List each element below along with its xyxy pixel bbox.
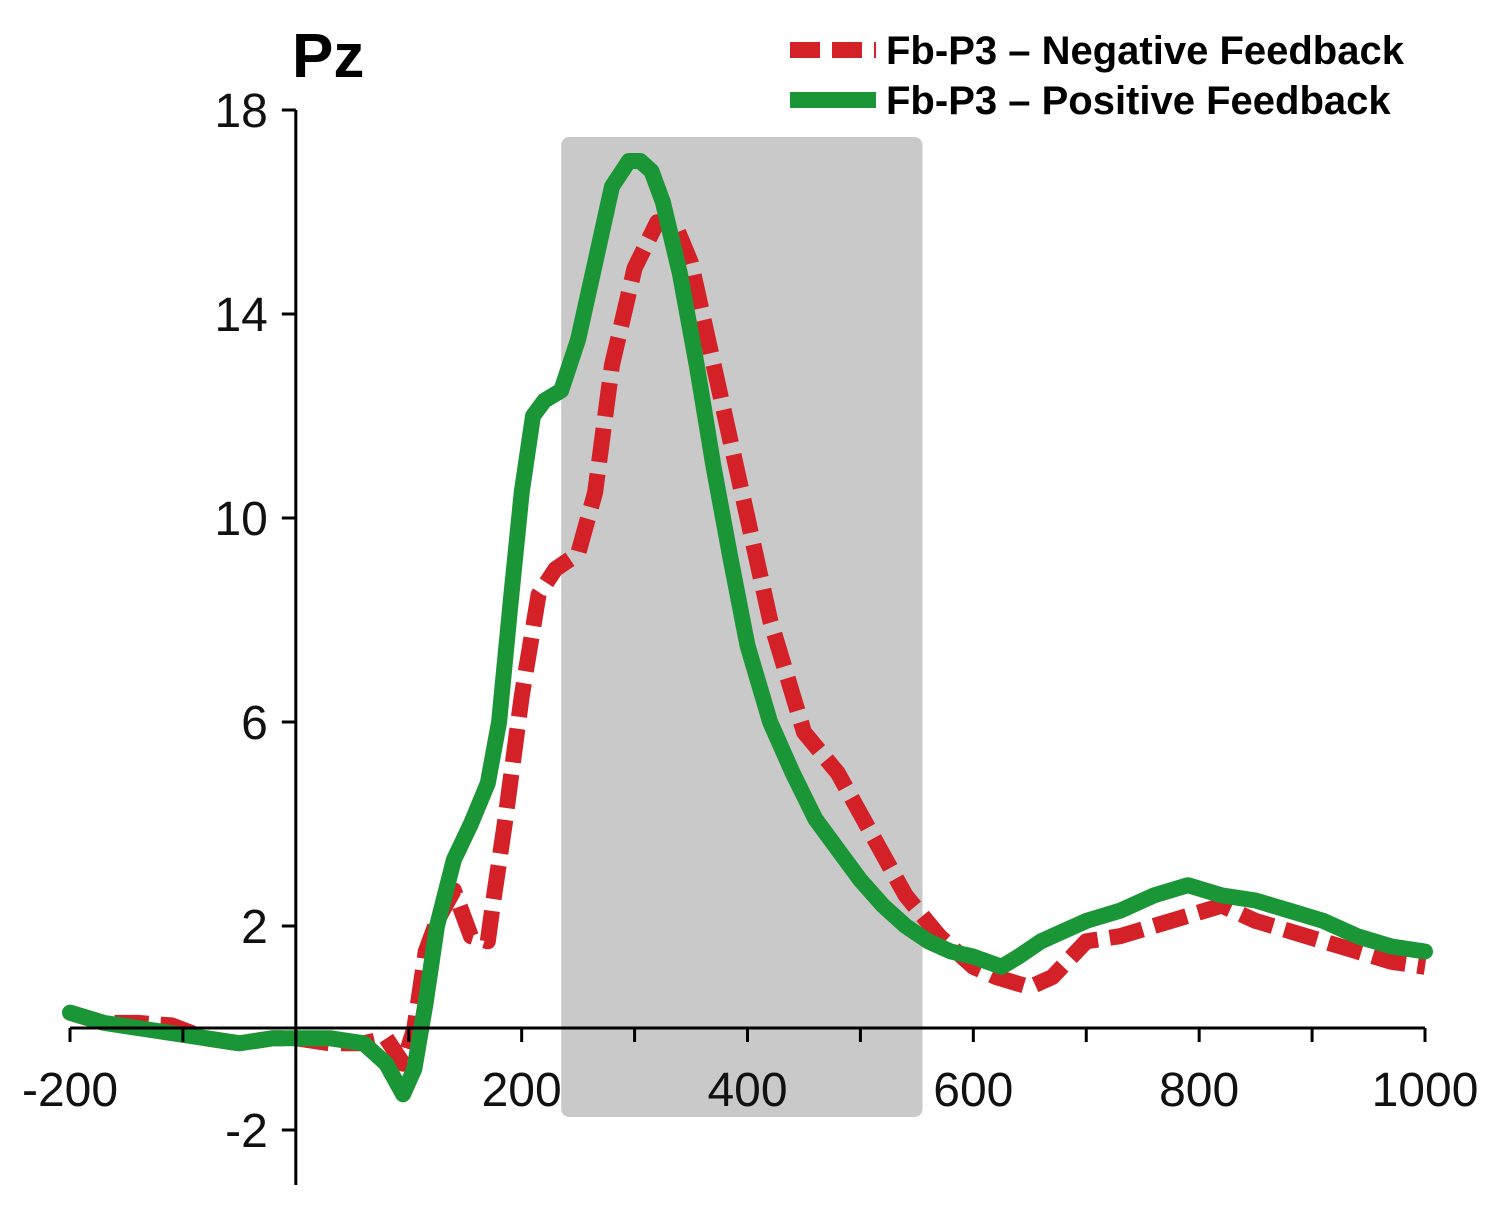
y-tick-label: 14 — [214, 289, 267, 342]
x-tick-label: 400 — [707, 1064, 787, 1117]
legend: Fb-P3 – Negative Feedback Fb-P3 – Positi… — [790, 29, 1405, 123]
x-tick-label: 600 — [933, 1064, 1013, 1117]
y-tick-label: -2 — [225, 1105, 268, 1158]
y-tick-label: 6 — [241, 697, 268, 750]
legend-label-negative: Fb-P3 – Negative Feedback — [886, 29, 1405, 73]
legend-label-positive: Fb-P3 – Positive Feedback — [886, 79, 1391, 123]
x-tick-label: 200 — [482, 1064, 562, 1117]
axes-layer: -200 200 400 600 800 1000 -2 2 6 10 14 18 — [22, 85, 1478, 1185]
y-tick-label: 10 — [214, 493, 267, 546]
x-tick-label: -200 — [22, 1064, 118, 1117]
series-line-positive-feedback — [62, 153, 1433, 1103]
x-tick-label: 1000 — [1372, 1064, 1479, 1117]
y-tick-label: 2 — [241, 901, 268, 954]
x-tick-label: 800 — [1159, 1064, 1239, 1117]
chart-title: Pz — [292, 22, 364, 91]
series-layer — [62, 153, 1433, 1103]
y-tick-label: 18 — [214, 85, 267, 138]
